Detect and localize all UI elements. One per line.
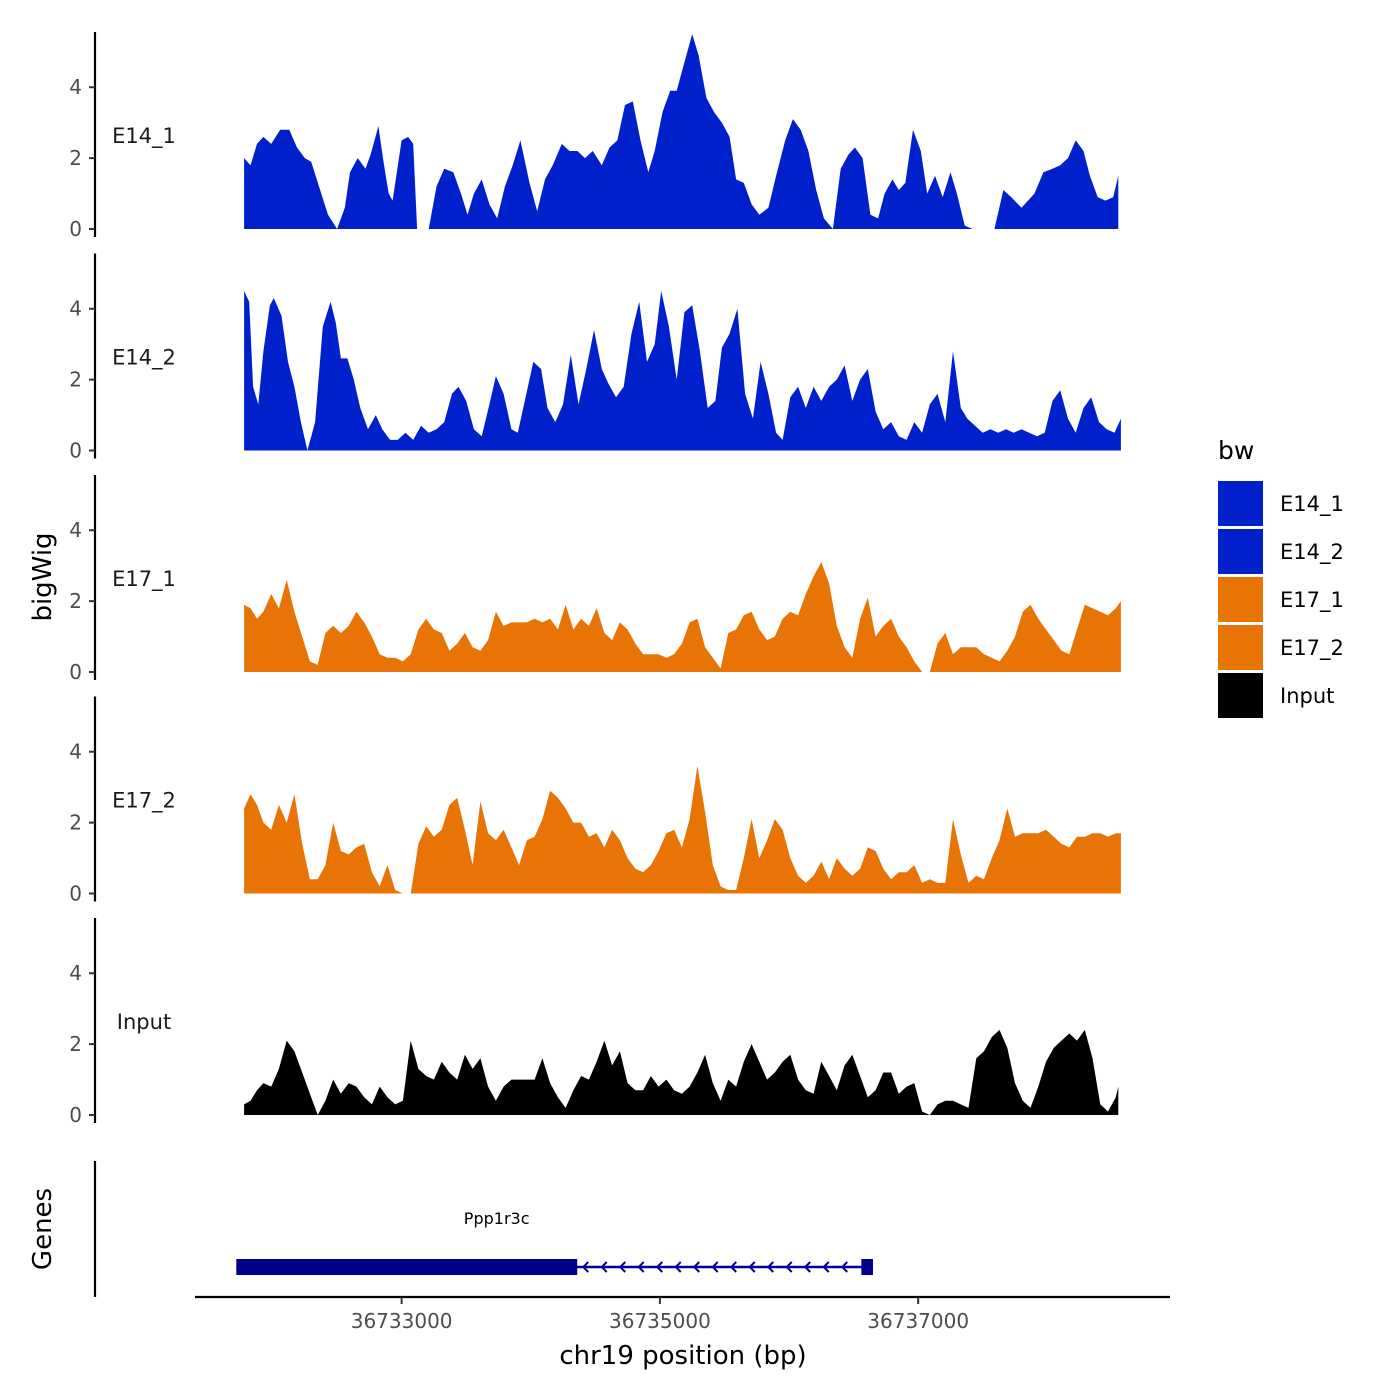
legend-swatch [1218, 529, 1263, 574]
strand-arrow [766, 1261, 774, 1273]
x-tick-label: 36733000 [351, 1309, 453, 1333]
y-tick-label: 2 [69, 1032, 82, 1056]
track-label: E14_2 [112, 346, 176, 371]
legend-swatch [1218, 673, 1263, 718]
strand-arrow [748, 1261, 756, 1273]
gene-ppp1r3c: Ppp1r3c [236, 1209, 873, 1275]
legend-item-e14-2: E14_2 [1218, 529, 1344, 574]
gene-exon [861, 1259, 873, 1275]
y-tick-label: 4 [69, 75, 82, 99]
coverage-area [244, 291, 1121, 451]
y-axis-title: bigWig [28, 532, 58, 621]
strand-arrow [729, 1261, 737, 1273]
coverage-area [244, 765, 1121, 894]
y-tick-label: 0 [69, 439, 82, 463]
y-tick-label: 4 [69, 518, 82, 542]
legend-label: E17_2 [1280, 636, 1344, 661]
y-tick-label: 4 [69, 297, 82, 321]
genes-panel: Ppp1r3c [93, 1161, 873, 1297]
track-panel-e17-2: 0 2 4 E17_2 [69, 696, 1121, 906]
legend-label: E14_1 [1280, 492, 1344, 517]
y-tick-label: 4 [69, 740, 82, 764]
track-label: E17_2 [112, 789, 176, 814]
legend-item-e14-1: E14_1 [1218, 481, 1344, 526]
strand-arrow [637, 1261, 645, 1273]
legend-swatch [1218, 625, 1263, 670]
strand-arrow [600, 1261, 608, 1273]
y-tick-label: 0 [69, 1103, 82, 1127]
y-tick-label: 0 [69, 217, 82, 241]
strand-arrow [581, 1261, 589, 1273]
x-tick-label: 36737000 [867, 1309, 969, 1333]
track-panel-e17-1: 0 2 4 E17_1 [69, 475, 1121, 684]
y-tick-label: 0 [69, 660, 82, 684]
coverage-area [244, 34, 1119, 229]
y-tick-label: 0 [69, 882, 82, 906]
y-tick-label: 2 [69, 589, 82, 613]
track-label: E14_1 [112, 124, 176, 149]
legend-label: E14_2 [1280, 540, 1344, 565]
legend-item-e17-1: E17_1 [1218, 577, 1344, 622]
track-panel-e14-1: 0 2 4 E14_1 [69, 32, 1119, 241]
legend-swatch [1218, 481, 1263, 526]
legend: bw E14_1 E14_2 E17_1 E17_2 Input [1218, 436, 1344, 718]
y-tick-label: 2 [69, 811, 82, 835]
strand-arrow [674, 1261, 682, 1273]
strand-arrow [711, 1261, 719, 1273]
coverage-area [244, 1029, 1119, 1115]
coverage-area [244, 562, 1121, 672]
gene-label: Ppp1r3c [464, 1209, 530, 1228]
strand-arrow [692, 1261, 700, 1273]
legend-item-e17-2: E17_2 [1218, 625, 1344, 670]
y-tick-label: 4 [69, 961, 82, 985]
track-panel-e14-2: 0 2 4 E14_2 [69, 253, 1121, 463]
strand-arrow [785, 1261, 793, 1273]
y-tick-label: 2 [69, 368, 82, 392]
strand-arrow [655, 1261, 663, 1273]
legend-swatch [1218, 577, 1263, 622]
x-axis-title: chr19 position (bp) [559, 1341, 806, 1371]
x-axis: 36733000 36735000 36737000 [195, 1295, 1170, 1333]
strand-arrow [822, 1261, 830, 1273]
strand-arrow [618, 1261, 626, 1273]
y-tick-label: 2 [69, 146, 82, 170]
x-tick-label: 36735000 [609, 1309, 711, 1333]
legend-label: Input [1280, 684, 1334, 708]
gene-exon [236, 1259, 578, 1275]
track-label: Input [117, 1010, 171, 1034]
strand-arrow [803, 1261, 811, 1273]
legend-label: E17_1 [1280, 588, 1344, 613]
track-panel-input: 0 2 4 Input [69, 918, 1119, 1127]
legend-title: bw [1218, 436, 1254, 465]
track-label: E17_1 [112, 567, 176, 592]
genes-axis-title: Genes [28, 1188, 58, 1270]
strand-arrow [840, 1261, 848, 1273]
legend-item-input: Input [1218, 673, 1334, 718]
track-panels: 0 2 4 E14_1 0 2 4 E14_2 0 2 4 E17_1 0 2 4 E17_2 0 2 4 Input [69, 32, 1121, 1127]
